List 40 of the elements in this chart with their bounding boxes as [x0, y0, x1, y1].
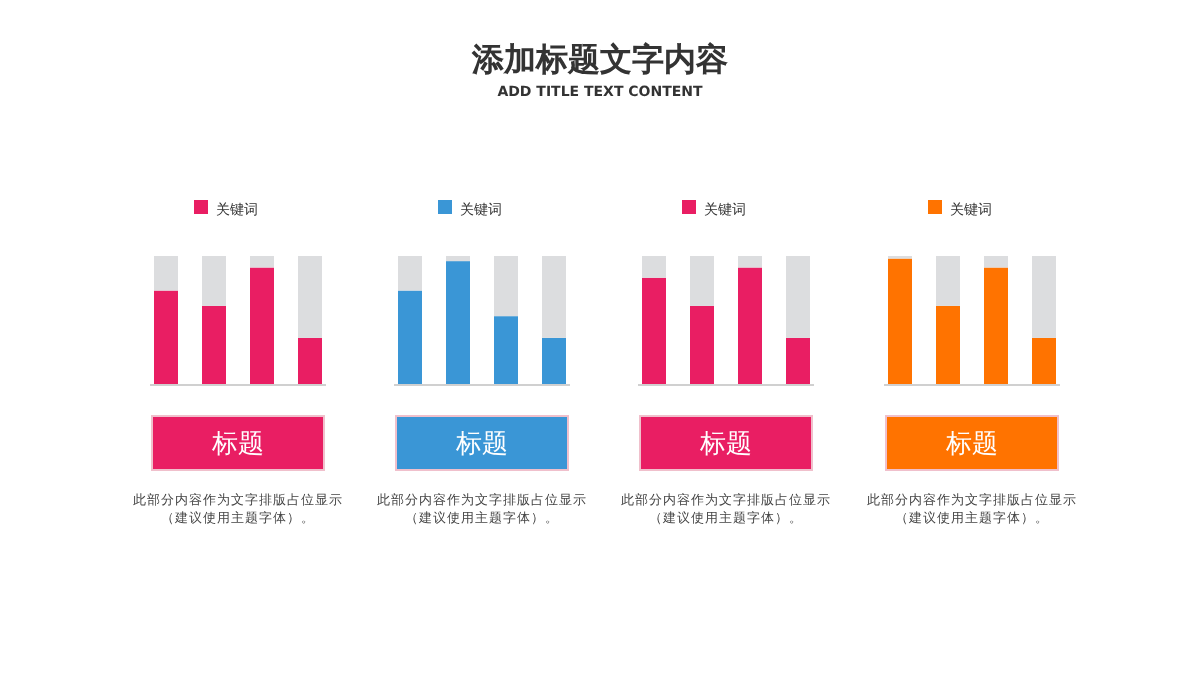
bar — [542, 256, 566, 338]
bar — [888, 258, 912, 384]
bar — [690, 305, 714, 384]
bar — [298, 337, 322, 384]
bar — [494, 256, 518, 317]
bar — [154, 256, 178, 291]
bar — [936, 256, 960, 306]
bar — [936, 305, 960, 384]
bar — [250, 267, 274, 384]
bar — [690, 256, 714, 306]
bar — [298, 256, 322, 338]
bar — [786, 256, 810, 338]
bar — [202, 305, 226, 384]
text: 添加标题文字内容 — [470, 40, 728, 78]
x-axis-title: 标题 — [698, 430, 752, 460]
bar — [250, 256, 274, 268]
heading-box: 标题 — [151, 415, 325, 471]
bar — [398, 256, 422, 291]
bar — [642, 277, 666, 384]
heading-box: 标题 — [639, 415, 813, 471]
bar — [542, 337, 566, 384]
bar — [202, 256, 226, 306]
bar — [738, 267, 762, 384]
bar — [398, 290, 422, 384]
x-axis-title: 标题 — [210, 430, 264, 460]
bar — [446, 256, 470, 262]
bar — [1032, 337, 1056, 384]
x-axis-title: 标题 — [454, 430, 508, 460]
bar — [786, 337, 810, 384]
bar — [738, 256, 762, 268]
bar — [446, 261, 470, 384]
heading-box: 标题 — [885, 415, 1059, 471]
heading-box: 标题 — [395, 415, 569, 471]
bar — [494, 316, 518, 384]
bar — [154, 290, 178, 384]
bar — [984, 267, 1008, 384]
bar — [1032, 256, 1056, 338]
bar — [984, 256, 1008, 268]
x-axis-title: 标题 — [944, 430, 998, 460]
bar — [642, 256, 666, 278]
